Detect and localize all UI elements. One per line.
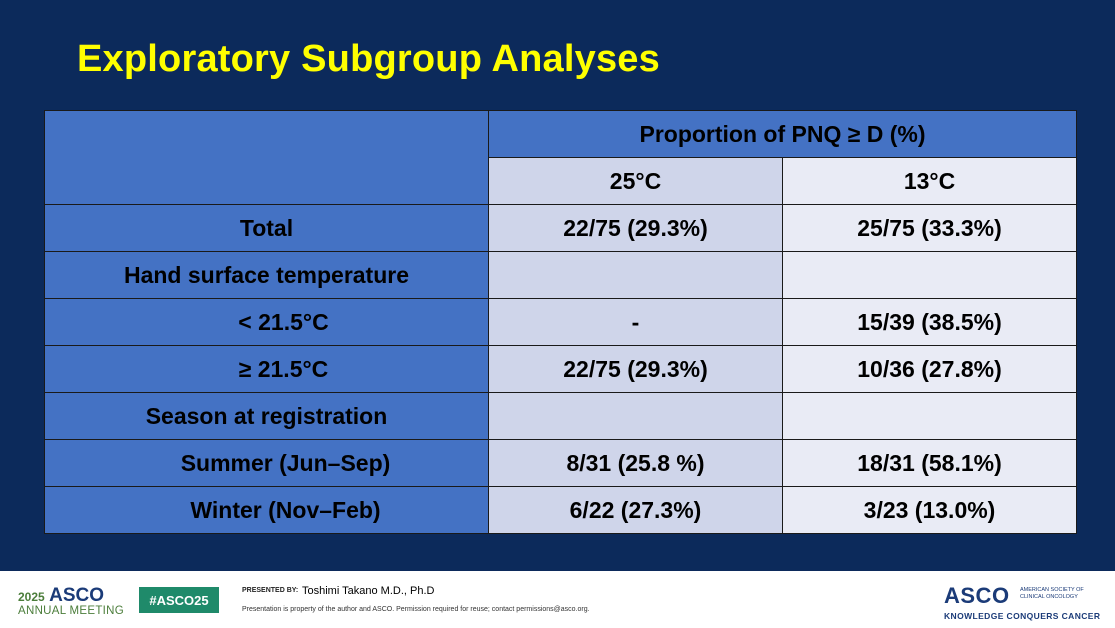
presenter-name: Toshimi Takano M.D., Ph.D	[302, 585, 435, 597]
meeting-year: 2025	[18, 590, 45, 604]
column-header-13c: 13°C	[781, 157, 1078, 205]
results-table: Proportion of PNQ ≥ D (%) 25°C 13°C Tota…	[44, 110, 1078, 534]
table-header-row: Proportion of PNQ ≥ D (%)	[44, 110, 1078, 205]
permission-notice: Presentation is property of the author a…	[242, 606, 590, 613]
corner-cell	[44, 110, 489, 205]
value-13c: 25/75 (33.3%)	[781, 204, 1078, 252]
row-label: Hand surface temperature	[44, 251, 489, 299]
row-label: Total	[44, 204, 489, 252]
value-25c: -	[488, 298, 783, 346]
slide: Exploratory Subgroup Analyses Proportion…	[0, 0, 1115, 571]
value-13c: 3/23 (13.0%)	[781, 486, 1078, 534]
value-25c: 8/31 (25.8 %)	[488, 439, 783, 487]
org-tagline: KNOWLEDGE CONQUERS CANCER	[944, 611, 1101, 621]
row-label: Winter (Nov–Feb)	[44, 486, 489, 534]
meeting-name: ANNUAL MEETING	[18, 605, 125, 617]
row-label: < 21.5°C	[44, 298, 489, 346]
org-brand: ASCO	[944, 583, 1010, 608]
row-label: Summer (Jun–Sep)	[44, 439, 489, 487]
asco-annual-meeting-logo: 2025 ASCO ANNUAL MEETING	[18, 586, 124, 618]
asco-logo: ASCO AMERICAN SOCIETY OF CLINICAL ONCOLO…	[944, 583, 1100, 621]
value-13c: 10/36 (27.8%)	[781, 345, 1078, 393]
table-row: Summer (Jun–Sep) 8/31 (25.8 %) 18/31 (58…	[44, 439, 1078, 487]
table-row: < 21.5°C - 15/39 (38.5%)	[44, 298, 1078, 346]
value-13c	[781, 251, 1078, 299]
table-row: Hand surface temperature	[44, 251, 1078, 299]
value-13c: 15/39 (38.5%)	[781, 298, 1078, 346]
org-name: AMERICAN SOCIETY OF CLINICAL ONCOLOGY	[1020, 587, 1084, 600]
table-subheader-row: 25°C 13°C	[45, 157, 1078, 205]
value-25c: 22/75 (29.3%)	[488, 204, 783, 252]
value-25c: 6/22 (27.3%)	[488, 486, 783, 534]
table-row: ≥ 21.5°C 22/75 (29.3%) 10/36 (27.8%)	[44, 345, 1078, 393]
hashtag-badge: #ASCO25	[139, 587, 219, 613]
value-13c	[781, 392, 1078, 440]
table-row: Total 22/75 (29.3%) 25/75 (33.3%)	[44, 204, 1078, 252]
table-row: Season at registration	[44, 392, 1078, 440]
footer: 2025 ASCO ANNUAL MEETING #ASCO25 PRESENT…	[0, 571, 1115, 628]
slide-title: Exploratory Subgroup Analyses	[77, 38, 660, 80]
value-25c: 22/75 (29.3%)	[488, 345, 783, 393]
value-13c: 18/31 (58.1%)	[781, 439, 1078, 487]
row-label: ≥ 21.5°C	[44, 345, 489, 393]
table-row: Winter (Nov–Feb) 6/22 (27.3%) 3/23 (13.0…	[44, 486, 1078, 534]
group-header: Proportion of PNQ ≥ D (%)	[487, 110, 1078, 158]
value-25c	[488, 392, 783, 440]
row-label: Season at registration	[44, 392, 489, 440]
column-header-25c: 25°C	[488, 157, 783, 205]
value-25c	[488, 251, 783, 299]
meeting-brand: ASCO	[49, 585, 105, 606]
presented-by-label: PRESENTED BY:	[242, 587, 299, 594]
